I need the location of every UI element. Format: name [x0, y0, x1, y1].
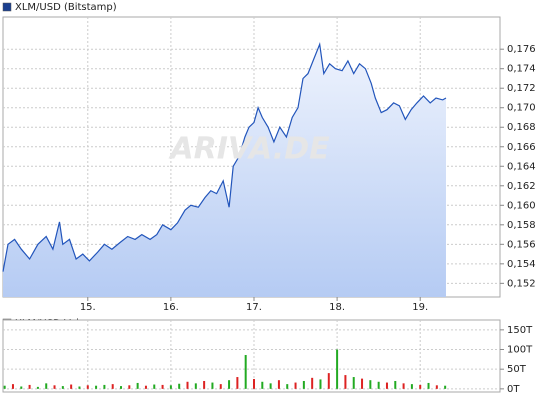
volume-bar: [36, 386, 39, 389]
y-tick-label: 0,154: [507, 259, 536, 270]
y-tick-label: 0,172: [507, 83, 536, 94]
y-tick-label: 0T: [507, 384, 520, 395]
legend-label: XLM/USD (Bitstamp): [15, 2, 117, 13]
volume-bar: [28, 384, 31, 389]
y-tick-label: 0,152: [507, 278, 536, 289]
volume-bar: [3, 385, 6, 389]
price-line: [2, 41, 447, 272]
x-tick-label: 19.: [412, 302, 428, 313]
volume-bar: [219, 384, 222, 389]
volume-bar: [45, 383, 48, 389]
volume-bar: [336, 349, 339, 389]
volume-bar: [327, 373, 330, 389]
volume-bar: [20, 386, 23, 389]
volume-bar: [136, 382, 139, 389]
x-tick-label: 17.: [246, 302, 262, 313]
volume-bar: [169, 385, 172, 389]
y-tick-label: 0,158: [507, 220, 536, 231]
volume-bar: [319, 379, 322, 389]
y-tick-label: 0,164: [507, 161, 536, 172]
y-tick-label: 0,162: [507, 181, 536, 192]
volume-bar: [61, 386, 64, 389]
volume-bar: [78, 386, 81, 389]
x-tick-label: 15.: [80, 302, 96, 313]
volume-bar: [11, 384, 14, 389]
volume-bar: [144, 385, 147, 389]
volume-bar: [369, 380, 372, 389]
y-tick-label: 0,168: [507, 122, 536, 133]
volume-bar: [344, 375, 347, 389]
volume-bar: [352, 377, 355, 389]
volume-bar: [111, 384, 114, 389]
y-tick-label: 0,166: [507, 142, 536, 153]
volume-bar: [252, 379, 255, 389]
volume-bar: [203, 380, 206, 389]
legend-swatch: [2, 2, 12, 12]
volume-bar: [161, 384, 164, 389]
volume-bar: [211, 382, 214, 389]
y-tick-label: 0,160: [507, 200, 536, 211]
volume-bar: [228, 380, 231, 389]
volume-bar: [311, 377, 314, 389]
volume-bar: [53, 385, 56, 389]
volume-bar: [269, 383, 272, 389]
area: [3, 44, 446, 297]
volume-bar: [261, 381, 264, 389]
x-tick-label: 18.: [329, 302, 345, 313]
volume-bar: [95, 385, 98, 389]
x-tick-label: 16.: [163, 302, 179, 313]
volume-bar: [294, 382, 297, 389]
watermark: ARIVA.DE: [168, 132, 330, 167]
volume-bar: [153, 384, 156, 389]
volume-bar: [385, 382, 388, 389]
y-tick-label: 0,170: [507, 103, 536, 114]
volume-bar: [402, 383, 405, 389]
y-tick-label: 0,156: [507, 239, 536, 250]
volume-bar: [178, 383, 181, 389]
volume-bar: [70, 384, 73, 389]
volume-bar: [410, 384, 413, 389]
volume-bar: [236, 377, 239, 389]
volume-bar: [419, 384, 422, 389]
y-tick-label: 0,174: [507, 64, 536, 75]
y-tick-label: 100T: [507, 345, 533, 356]
volume-bar: [194, 383, 197, 389]
volume-bar: [435, 385, 438, 389]
volume-bar: [277, 380, 280, 389]
volume-bar: [286, 384, 289, 389]
volume-bar: [120, 386, 123, 389]
volume-bar: [103, 384, 106, 389]
y-tick-label: 50T: [507, 364, 527, 375]
volume-bar: [128, 385, 131, 389]
volume-bar: [427, 382, 430, 389]
y-tick-label: 0,176: [507, 44, 536, 55]
volume-bar: [86, 385, 89, 389]
volume-bar: [302, 380, 305, 389]
volume-bar: [361, 378, 364, 389]
volume-bar: [186, 381, 189, 389]
volume-bar: [444, 385, 447, 389]
plot-area: [2, 319, 501, 393]
volume-bar: [244, 355, 247, 389]
y-tick-label: 150T: [507, 325, 533, 336]
volume-bar: [377, 381, 380, 389]
volume-bar: [394, 380, 397, 389]
